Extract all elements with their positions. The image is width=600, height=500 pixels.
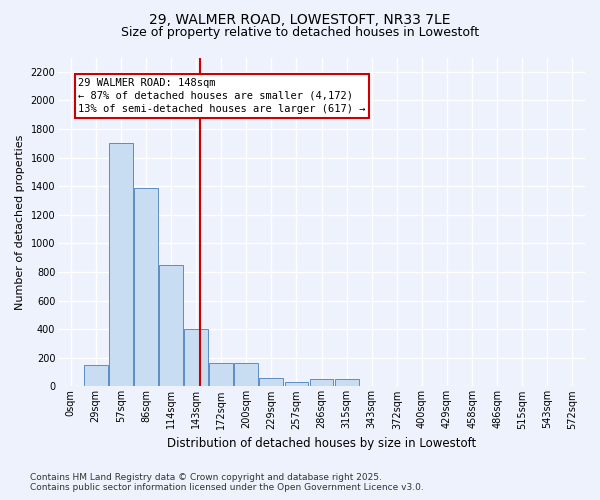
Bar xyxy=(209,363,233,386)
Text: 29, WALMER ROAD, LOWESTOFT, NR33 7LE: 29, WALMER ROAD, LOWESTOFT, NR33 7LE xyxy=(149,12,451,26)
Bar xyxy=(109,144,133,386)
Bar xyxy=(235,363,258,386)
Text: 29 WALMER ROAD: 148sqm
← 87% of detached houses are smaller (4,172)
13% of semi-: 29 WALMER ROAD: 148sqm ← 87% of detached… xyxy=(78,78,365,114)
Bar xyxy=(310,379,334,386)
Text: Contains HM Land Registry data © Crown copyright and database right 2025.
Contai: Contains HM Land Registry data © Crown c… xyxy=(30,473,424,492)
Y-axis label: Number of detached properties: Number of detached properties xyxy=(15,134,25,310)
X-axis label: Distribution of detached houses by size in Lowestoft: Distribution of detached houses by size … xyxy=(167,437,476,450)
Text: Size of property relative to detached houses in Lowestoft: Size of property relative to detached ho… xyxy=(121,26,479,39)
Bar xyxy=(84,365,107,386)
Bar xyxy=(184,329,208,386)
Bar xyxy=(284,382,308,386)
Bar xyxy=(159,265,183,386)
Bar xyxy=(134,188,158,386)
Bar xyxy=(335,379,359,386)
Bar xyxy=(259,378,283,386)
